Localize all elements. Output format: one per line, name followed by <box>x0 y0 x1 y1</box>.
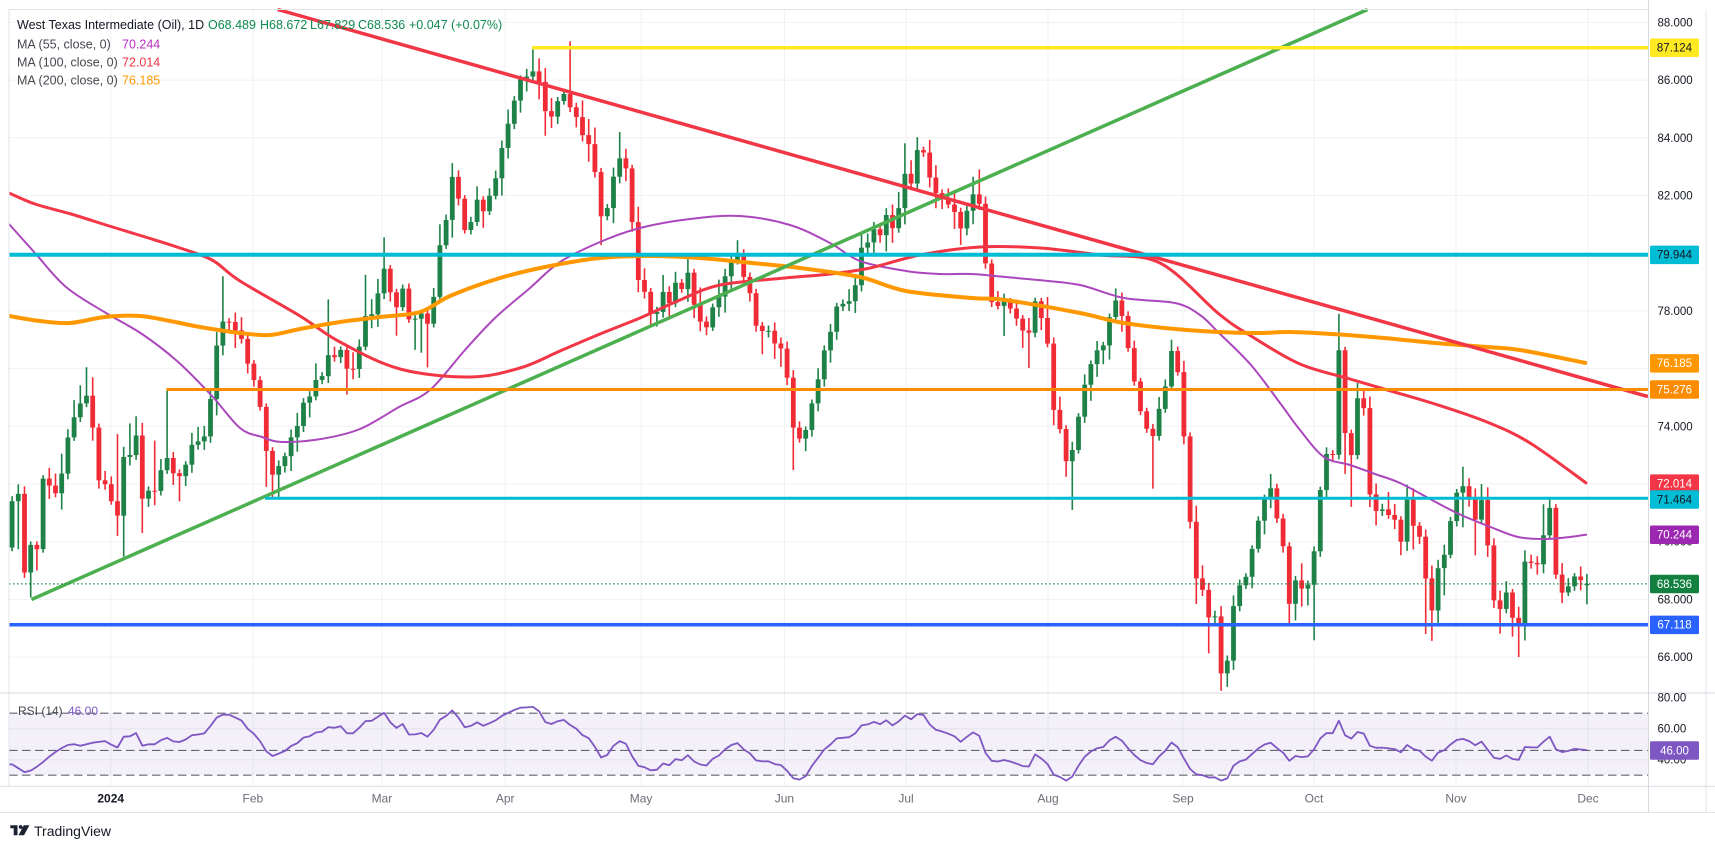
svg-text:Dec: Dec <box>1577 792 1598 806</box>
svg-text:Jun: Jun <box>775 792 794 806</box>
svg-text:Apr: Apr <box>496 792 515 806</box>
svg-text:79.944: 79.944 <box>1657 250 1693 262</box>
svg-text:80.00: 80.00 <box>1658 693 1687 705</box>
svg-text:66.000: 66.000 <box>1658 652 1693 664</box>
svg-text:67.118: 67.118 <box>1657 620 1691 632</box>
svg-text:88.000: 88.000 <box>1658 17 1693 29</box>
svg-text:Feb: Feb <box>243 792 264 806</box>
svg-text:75.276: 75.276 <box>1657 384 1692 396</box>
svg-text:82.000: 82.000 <box>1658 191 1693 203</box>
svg-text:2024: 2024 <box>97 792 124 806</box>
svg-text:70.244: 70.244 <box>1657 530 1693 542</box>
svg-text:Mar: Mar <box>372 792 393 806</box>
svg-text:West Texas Intermediate (Oil),: West Texas Intermediate (Oil), 1D <box>17 18 204 32</box>
svg-text:76.185: 76.185 <box>1657 358 1692 370</box>
svg-text:70.244: 70.244 <box>122 38 160 52</box>
svg-text:+0.047 (+0.07%): +0.047 (+0.07%) <box>409 18 502 32</box>
svg-text:Nov: Nov <box>1445 792 1466 806</box>
svg-text:68.000: 68.000 <box>1658 594 1693 606</box>
svg-text:May: May <box>630 792 653 806</box>
svg-text:Aug: Aug <box>1037 792 1058 806</box>
svg-text:MA (200, close, 0): MA (200, close, 0) <box>17 74 118 88</box>
svg-text:Oct: Oct <box>1305 792 1324 806</box>
svg-text:MA (55, close, 0): MA (55, close, 0) <box>17 38 111 52</box>
svg-text:TradingView: TradingView <box>34 823 112 839</box>
svg-text:Jul: Jul <box>898 792 913 806</box>
svg-text:72.014: 72.014 <box>1657 479 1693 491</box>
svg-text:87.124: 87.124 <box>1657 43 1693 55</box>
svg-text:L67.829: L67.829 <box>310 18 355 32</box>
svg-text:84.000: 84.000 <box>1658 133 1693 145</box>
svg-text:60.00: 60.00 <box>1658 724 1687 736</box>
svg-text:46.00: 46.00 <box>1660 745 1689 757</box>
svg-text:86.000: 86.000 <box>1658 75 1693 87</box>
svg-text:76.185: 76.185 <box>122 74 160 88</box>
svg-text:H68.672: H68.672 <box>260 18 307 32</box>
svg-text:O68.489: O68.489 <box>208 18 256 32</box>
svg-text:C68.536: C68.536 <box>358 18 405 32</box>
svg-text:68.536: 68.536 <box>1657 579 1692 591</box>
svg-text:46.00: 46.00 <box>68 704 98 718</box>
svg-text:RSI (14): RSI (14) <box>18 704 63 718</box>
svg-text:71.464: 71.464 <box>1657 494 1693 506</box>
svg-text:MA (100, close, 0): MA (100, close, 0) <box>17 56 118 70</box>
svg-text:78.000: 78.000 <box>1658 306 1693 318</box>
svg-text:74.000: 74.000 <box>1658 421 1693 433</box>
svg-text:72.014: 72.014 <box>122 56 160 70</box>
svg-text:Sep: Sep <box>1172 792 1194 806</box>
